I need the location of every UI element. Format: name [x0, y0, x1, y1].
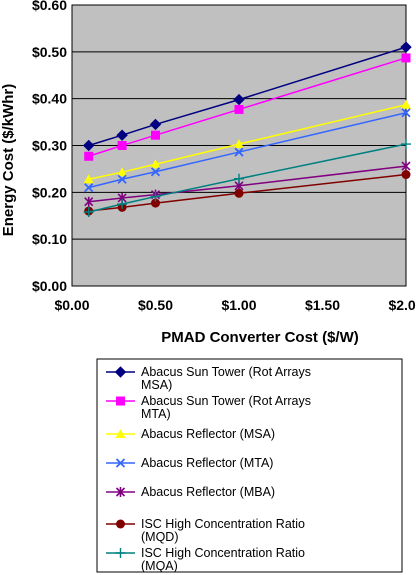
legend-marker: [115, 487, 126, 497]
y-tick-label: $0.00: [32, 278, 67, 294]
series-1: [82, 41, 412, 152]
data-point: [149, 118, 162, 131]
data-point: [150, 167, 161, 177]
legend-marker: [116, 396, 125, 406]
data-point: [234, 104, 244, 114]
legend-label: Abacus Reflector (MBA): [141, 485, 275, 499]
y-tick-label: $0.60: [32, 0, 67, 13]
legend-box: [96, 358, 403, 573]
data-point: [83, 207, 94, 218]
data-point: [151, 198, 160, 208]
data-point: [150, 191, 161, 202]
legend-entry: Abacus Reflector (MTA): [106, 456, 273, 470]
data-point: [117, 141, 127, 150]
data-point: [401, 53, 411, 63]
data-point: [400, 41, 412, 53]
data-point: [401, 170, 411, 180]
data-point: [117, 174, 127, 184]
legend-label: (MQD): [141, 530, 179, 544]
y-tick-label: $0.40: [32, 91, 67, 107]
data-point: [401, 139, 411, 150]
legend-marker: [115, 458, 126, 468]
legend-label: Abacus Reflector (MTA): [141, 456, 273, 470]
data-point: [82, 139, 95, 152]
series-layer: [82, 41, 412, 218]
legend-label: (MQA): [141, 559, 178, 573]
y-tick-label: $0.50: [32, 44, 67, 60]
data-point: [401, 108, 411, 118]
data-point: [233, 93, 245, 106]
legend-entry: ISC High Concentration Ratio(MQD): [106, 517, 305, 544]
data-point: [84, 183, 94, 193]
data-point: [234, 139, 244, 149]
data-point: [84, 196, 94, 207]
legend-entry: Abacus Reflector (MSA): [106, 427, 275, 441]
data-point: [234, 173, 244, 184]
legend-entry: Abacus Reflector (MBA): [106, 485, 275, 499]
data-point: [84, 151, 94, 161]
data-point: [234, 188, 244, 198]
data-point: [234, 147, 244, 157]
data-point: [116, 129, 128, 141]
series-7: [83, 139, 411, 218]
x-axis-title: PMAD Converter Cost ($/W): [161, 329, 359, 346]
y-tick-label: $0.10: [32, 231, 67, 247]
y-tick-label: $0.30: [32, 138, 67, 154]
legend-label: MSA): [141, 378, 172, 392]
y-axis-title: Energy Cost ($/kWhr): [0, 84, 17, 237]
legend-marker: [115, 548, 126, 558]
legend-label: MTA): [141, 407, 171, 421]
legend-marker: [114, 366, 127, 378]
y-tick-label: $0.20: [32, 184, 67, 200]
legend-label: Abacus Sun Tower (Rot Arrays: [141, 394, 311, 408]
legend-entry: ISC High Concentration Ratio(MQA): [106, 546, 305, 573]
series-4: [84, 108, 411, 193]
data-point: [401, 161, 411, 172]
x-tick-label: $2.00: [388, 297, 416, 313]
data-point: [117, 167, 128, 177]
tick-labels: $0.00 $0.10 $0.20 $0.30 $0.40 $0.50 $0.60 $0.00…: [32, 0, 416, 313]
series-3: [83, 99, 411, 184]
legend-marker: [116, 519, 125, 529]
data-point: [117, 199, 128, 210]
data-point: [83, 174, 94, 184]
x-tick-label: $1.00: [221, 297, 256, 313]
legend-label: Abacus Reflector (MSA): [141, 427, 275, 441]
x-tick-label: $0.50: [138, 297, 173, 313]
data-point: [401, 99, 411, 109]
x-tick-label: $0.00: [54, 297, 89, 313]
legend-marker: [115, 429, 126, 438]
series-2: [84, 53, 411, 161]
data-point: [150, 159, 161, 169]
x-tick-label: $1.50: [305, 297, 340, 313]
legend-label: ISC High Concentration Ratio: [141, 546, 305, 560]
legend-label: ISC High Concentration Ratio: [141, 517, 305, 531]
data-point: [151, 130, 160, 140]
legend-label: Abacus Sun Tower (Rot Arrays: [141, 365, 311, 379]
